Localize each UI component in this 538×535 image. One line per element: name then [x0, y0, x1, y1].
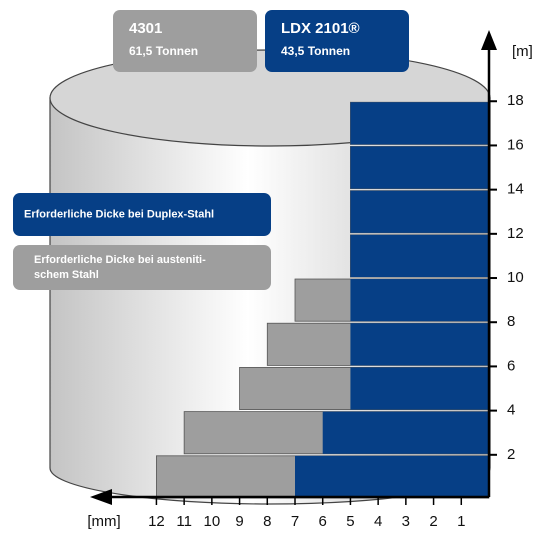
x-tick-label: 11: [176, 513, 192, 530]
bar: [350, 323, 489, 366]
legend-name: 4301: [129, 20, 162, 37]
annotation-text: Erforderliche Dicke bei Duplex-Stahl: [24, 208, 214, 220]
x-tick-label: 12: [148, 513, 165, 530]
legend-weight: 43,5 Tonnen: [281, 44, 350, 58]
x-tick-label: 8: [263, 513, 271, 530]
y-tick-label: 2: [507, 446, 515, 463]
x-tick-label: 7: [291, 513, 299, 530]
legend-box: [265, 10, 409, 72]
y-axis-arrow: [481, 30, 497, 50]
x-axis-label: [mm]: [87, 513, 120, 530]
x-tick-label: 3: [402, 513, 410, 530]
annotation-text: Erforderliche Dicke bei austeniti-: [34, 254, 206, 266]
x-tick-label: 9: [235, 513, 243, 530]
annotation-text: schem Stahl: [34, 269, 99, 281]
legend-weight: 61,5 Tonnen: [129, 44, 198, 58]
bar: [295, 455, 489, 498]
y-tick-label: 16: [507, 136, 524, 153]
x-tick-label: 5: [346, 513, 354, 530]
y-tick-label: 14: [507, 181, 524, 198]
x-axis-arrow: [90, 489, 112, 505]
annotation-box: [13, 193, 271, 236]
bar: [350, 146, 489, 189]
legend-name: LDX 2101®: [281, 20, 360, 37]
y-tick-label: 12: [507, 225, 524, 242]
bar: [350, 279, 489, 322]
bar: [350, 234, 489, 278]
bar: [350, 367, 489, 410]
x-tick-label: 10: [204, 513, 221, 530]
annotation-box: [13, 245, 271, 290]
x-tick-label: 6: [319, 513, 327, 530]
x-tick-label: 4: [374, 513, 382, 530]
x-tick-label: 1: [457, 513, 465, 530]
bar: [350, 190, 489, 233]
bar: [322, 411, 489, 454]
y-tick-label: 18: [507, 92, 524, 109]
x-tick-label: 2: [429, 513, 437, 530]
y-tick-label: 10: [507, 269, 524, 286]
y-axis-label: [m]: [512, 43, 533, 60]
y-tick-label: 8: [507, 313, 515, 330]
y-tick-label: 4: [507, 402, 515, 419]
bar: [350, 102, 489, 145]
y-tick-label: 6: [507, 357, 515, 374]
legend-box: [113, 10, 257, 72]
bars: [156, 101, 490, 499]
